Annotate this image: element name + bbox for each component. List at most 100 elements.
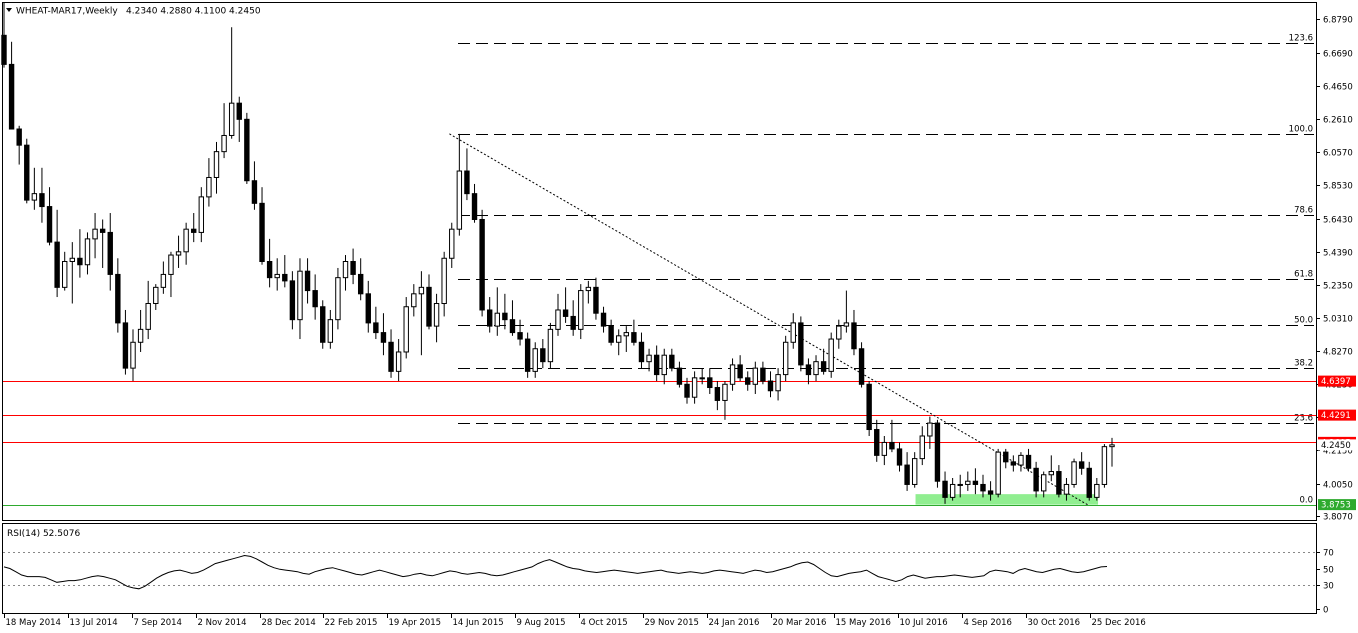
- candle-body-bear: [972, 480, 979, 485]
- candle-body-bear: [1025, 454, 1032, 469]
- candle-body-bear: [304, 270, 311, 292]
- candle-body-bull: [965, 480, 971, 485]
- candle: [122, 309, 129, 375]
- candle-body-bull: [213, 151, 220, 178]
- price-tick-label: 6.6690: [1323, 50, 1353, 60]
- candle-body-bull: [69, 257, 76, 262]
- fib-level-label: 100.0: [1289, 125, 1313, 135]
- candle-body-bull: [62, 261, 68, 288]
- candle: [464, 148, 470, 201]
- candle: [653, 345, 660, 382]
- candle: [911, 452, 918, 488]
- candle: [24, 138, 30, 204]
- candle: [699, 368, 705, 385]
- candle-body-bear: [259, 202, 265, 262]
- candle-body-bear: [39, 193, 45, 208]
- candle-body-bear: [737, 364, 743, 379]
- fib-level-label: 0.0: [1299, 496, 1313, 506]
- date-tick-label: 22 Feb 2015: [325, 618, 378, 628]
- candle: [904, 452, 910, 491]
- candle-body-bear: [798, 322, 804, 366]
- price-tick-label: 4.2150: [1323, 447, 1353, 457]
- rsi-tick-label: 0: [1323, 606, 1328, 616]
- candle-body-bull: [691, 377, 698, 398]
- candle-body-bull: [441, 257, 447, 305]
- candle: [760, 361, 766, 385]
- current-price-tag-label: 4.2450: [1321, 441, 1351, 451]
- price-tag-label: 4.6397: [1321, 377, 1351, 387]
- candle-body-bull: [752, 367, 759, 385]
- candle-body-bull: [403, 306, 409, 353]
- candle-body-bear: [653, 354, 660, 376]
- candle: [99, 219, 106, 268]
- candle-body-bull: [456, 170, 463, 230]
- candle: [426, 274, 432, 330]
- rsi-tick-label: 50: [1323, 566, 1334, 576]
- candle-body-bear: [684, 383, 690, 398]
- price-tick-label: 5.6430: [1323, 216, 1353, 226]
- candle-body-bear: [889, 441, 895, 450]
- candle-body-bull: [411, 293, 417, 308]
- candle-body-bear: [350, 261, 356, 275]
- candle: [995, 448, 1001, 498]
- candle: [274, 258, 280, 291]
- candle: [517, 319, 523, 346]
- rsi-tick-label: 70: [1323, 549, 1334, 559]
- candle: [752, 361, 759, 394]
- candle-body-bear: [608, 325, 614, 343]
- candle: [858, 342, 865, 388]
- candle-body-bull: [623, 332, 630, 337]
- candle: [820, 348, 827, 375]
- fib-level-label: 61.8: [1294, 270, 1313, 280]
- candle: [1071, 458, 1077, 488]
- candle: [62, 251, 68, 291]
- candle: [31, 167, 38, 210]
- candle-body-bear: [593, 286, 599, 314]
- date-tick-label: 30 Oct 2016: [1028, 618, 1081, 628]
- candle-body-bull: [616, 335, 622, 343]
- candle: [304, 258, 311, 304]
- candle-body-bear: [1, 34, 7, 65]
- candle: [669, 348, 675, 372]
- date-tick-label: 7 Sep 2014: [134, 618, 182, 628]
- candle: [676, 361, 683, 388]
- price-tag-bg: [1318, 409, 1356, 421]
- candle: [851, 309, 857, 356]
- date-tick-label: 15 May 2016: [836, 618, 891, 628]
- candle: [1003, 448, 1009, 469]
- candle: [198, 187, 205, 243]
- candle-body-bear: [805, 364, 812, 376]
- candle: [555, 293, 561, 336]
- candle: [524, 332, 531, 378]
- candle-body-bear: [570, 315, 576, 330]
- candle: [137, 309, 144, 352]
- candle-body-bear: [388, 341, 394, 372]
- candle: [320, 300, 326, 349]
- candle-body-bear: [874, 429, 880, 456]
- candle: [722, 381, 728, 420]
- candle-body-bull: [1048, 471, 1054, 476]
- candle: [798, 316, 804, 372]
- candle-body-bear: [8, 63, 15, 130]
- candle-body-bull: [175, 251, 182, 256]
- date-tick-label: 2 Nov 2014: [198, 618, 247, 628]
- candle-body-bull: [274, 273, 280, 279]
- candle-body-bull: [145, 303, 151, 330]
- price-tag-bg: [1318, 499, 1356, 511]
- candle-body-bull: [790, 322, 796, 343]
- candle-body-bear: [282, 273, 288, 282]
- candle-body-bull: [532, 348, 538, 372]
- candle: [69, 242, 76, 304]
- current-price-tag-bg: [1318, 439, 1356, 451]
- candle: [957, 474, 963, 498]
- candle-body-bear: [1078, 461, 1085, 469]
- candle: [608, 319, 614, 346]
- candle: [570, 300, 576, 336]
- candle-body-bear: [980, 483, 986, 492]
- candle: [335, 267, 341, 330]
- candle-body-bear: [357, 273, 364, 295]
- candle: [949, 477, 956, 501]
- date-tick-label: 24 Jan 2016: [709, 618, 760, 628]
- dropdown-triangle-icon[interactable]: [6, 8, 12, 12]
